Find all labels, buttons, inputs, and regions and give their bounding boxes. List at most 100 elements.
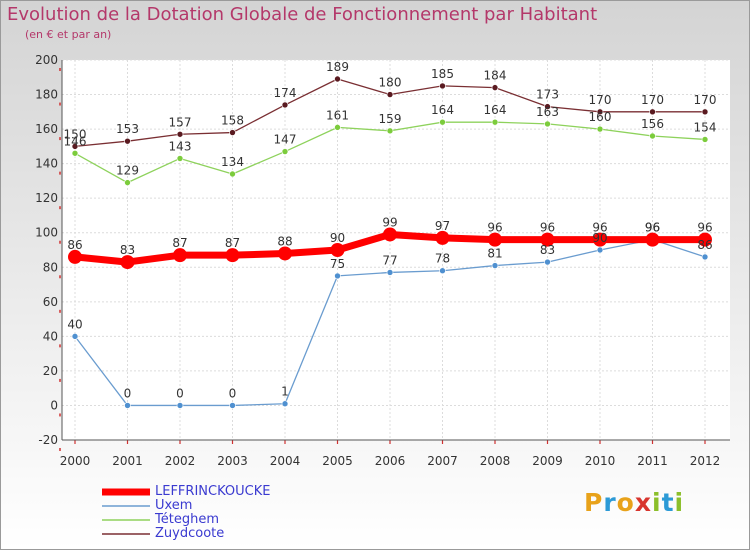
data-label-leffrinckoucke: 97 (435, 219, 450, 233)
y-tick-label: 20 (43, 364, 58, 378)
data-label-tteghem: 164 (431, 103, 454, 117)
legend-item-zuydcoote: Zuydcoote (100, 526, 360, 541)
data-point-zuydcoote (229, 129, 236, 136)
data-point-leffrinckoucke (278, 246, 292, 261)
data-point-tteghem (176, 155, 184, 162)
data-point-tteghem (124, 179, 131, 186)
data-label-leffrinckoucke: 83 (120, 243, 135, 257)
data-point-uxem (596, 246, 604, 254)
data-point-uxem (701, 253, 709, 261)
data-label-tteghem: 147 (274, 133, 297, 147)
data-point-tteghem (71, 149, 79, 157)
data-point-zuydcoote (544, 103, 551, 110)
legend-label-leffrinckoucke: LEFFRINCKOUCKE (155, 484, 271, 499)
data-label-tteghem: 146 (64, 134, 87, 148)
data-point-leffrinckoucke (68, 249, 82, 264)
x-tick-label: 2001 (112, 454, 143, 468)
data-point-leffrinckoucke (383, 227, 397, 242)
legend-label-zuydcoote: Zuydcoote (155, 526, 225, 541)
data-label-leffrinckoucke: 96 (487, 221, 502, 235)
data-point-tteghem (701, 136, 709, 143)
data-label-uxem: 77 (382, 253, 397, 267)
data-label-zuydcoote: 170 (694, 93, 717, 107)
x-tick-label: 2011 (637, 454, 668, 468)
data-point-tteghem (281, 148, 289, 155)
data-label-leffrinckoucke: 87 (225, 236, 240, 250)
data-point-zuydcoote (701, 108, 709, 116)
y-tick-label: 180 (35, 88, 58, 102)
y-tick-label: 100 (35, 226, 58, 240)
proxiti-logo-letter: t (661, 488, 675, 517)
data-point-leffrinckoucke (330, 243, 345, 257)
x-tick-label: 2002 (165, 454, 196, 468)
data-point-leffrinckoucke (540, 232, 555, 247)
data-point-tteghem (386, 127, 394, 135)
proxiti-logo: Proxiti (584, 488, 684, 517)
data-point-uxem (491, 262, 499, 269)
data-label-uxem: 0 (124, 386, 132, 400)
proxiti-logo-letter: i (674, 488, 685, 517)
data-point-zuydcoote (596, 108, 604, 116)
data-point-uxem (334, 272, 341, 280)
data-label-tteghem: 134 (221, 155, 244, 169)
data-label-leffrinckoucke: 88 (277, 234, 292, 248)
data-point-uxem (124, 402, 131, 409)
data-label-tteghem: 163 (536, 105, 559, 119)
y-tick-label: 80 (43, 260, 58, 274)
x-tick-label: 2000 (60, 454, 91, 468)
data-label-tteghem: 154 (694, 120, 717, 134)
data-point-zuydcoote (386, 91, 394, 98)
data-label-leffrinckoucke: 87 (172, 236, 187, 250)
y-tick-label: 160 (35, 122, 58, 136)
data-label-uxem: 75 (330, 257, 345, 271)
data-label-tteghem: 161 (326, 108, 349, 122)
legend-swatch-zuydcoote (102, 533, 150, 535)
legend-swatch-leffrinckoucke (102, 488, 150, 496)
data-label-leffrinckoucke: 99 (382, 215, 397, 229)
data-point-uxem (229, 402, 236, 409)
data-label-uxem: 90 (592, 231, 607, 245)
x-tick-label: 2007 (427, 454, 458, 468)
legend-swatch-uxem (102, 505, 150, 507)
data-point-uxem (439, 267, 446, 275)
x-tick-label: 2010 (585, 454, 616, 468)
data-point-uxem (386, 269, 394, 276)
data-point-zuydcoote (491, 84, 499, 91)
data-point-zuydcoote (124, 137, 131, 145)
legend-swatch-teteghem (102, 519, 150, 521)
data-labels: 150 153 157 158 174 189 180 185 184 173 170 170 170 1… (64, 60, 717, 400)
data-point-leffrinckoucke (488, 232, 502, 247)
data-point-tteghem (596, 125, 604, 133)
data-point-zuydcoote (71, 143, 79, 150)
data-point-zuydcoote (334, 75, 341, 83)
proxiti-logo-letter: r (603, 488, 617, 517)
data-label-zuydcoote: 189 (326, 60, 349, 74)
y-tick-label: 200 (35, 53, 58, 67)
data-label-zuydcoote: 185 (431, 67, 454, 81)
data-point-leffrinckoucke (120, 255, 135, 270)
data-label-uxem: 0 (176, 386, 184, 400)
data-label-tteghem: 129 (116, 164, 139, 178)
data-label-uxem: 86 (697, 238, 712, 252)
y-tick-label: 60 (43, 295, 58, 309)
data-label-uxem: 83 (540, 243, 555, 257)
legend-item-uxem: Uxem (100, 498, 360, 513)
data-label-zuydcoote: 170 (641, 93, 664, 107)
legend-item-leffrinckoucke: LEFFRINCKOUCKE (100, 484, 360, 499)
x-tick-label: 2005 (322, 454, 353, 468)
data-label-leffrinckoucke: 86 (67, 238, 82, 252)
proxiti-logo-letter: i (652, 488, 662, 517)
data-label-zuydcoote: 170 (589, 93, 612, 107)
legend: LEFFRINCKOUCKE Uxem Téteghem Zuydcoote (100, 484, 360, 541)
data-label-leffrinckoucke: 96 (540, 221, 555, 235)
data-point-leffrinckoucke (225, 248, 240, 263)
x-tick-label: 2004 (270, 454, 301, 468)
data-label-zuydcoote: 180 (379, 76, 402, 90)
data-label-tteghem: 160 (589, 110, 612, 124)
data-label-zuydcoote: 150 (64, 127, 87, 141)
proxiti-logo-letter: o (616, 488, 635, 517)
data-label-zuydcoote: 173 (536, 88, 559, 102)
y-tick-label: 40 (43, 329, 58, 343)
chart-subtitle: (en € et par an) (25, 28, 112, 41)
